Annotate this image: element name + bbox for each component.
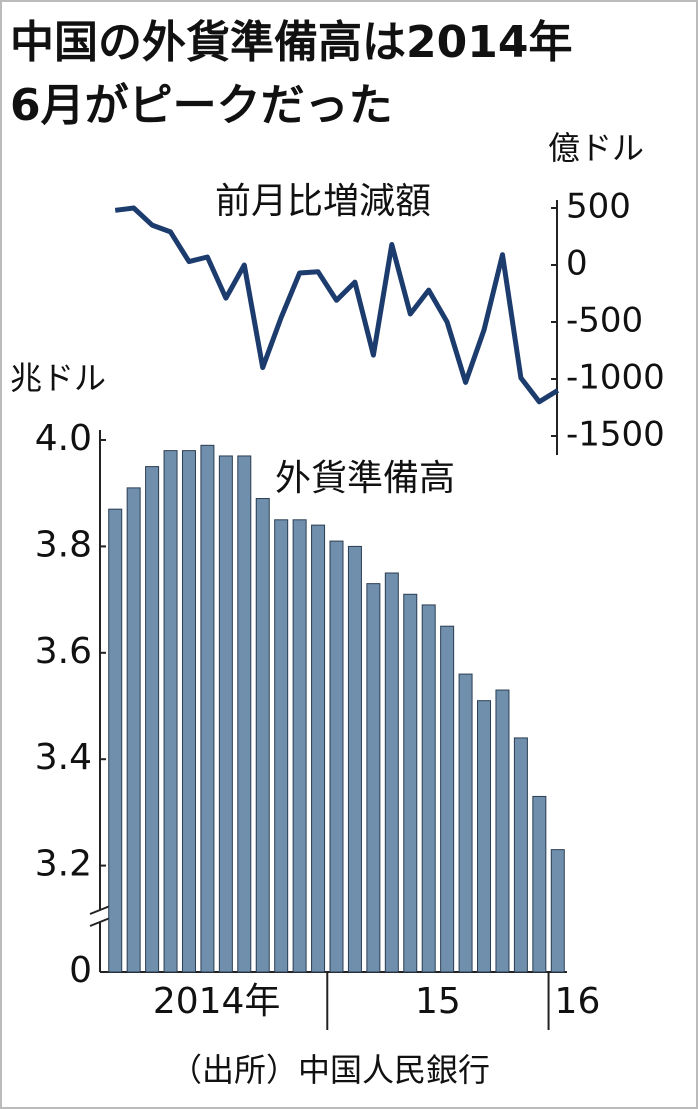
bar: [237, 455, 252, 973]
bar-label: 外貨準備高: [275, 458, 455, 499]
x-tick-label: 2014年: [153, 981, 281, 1022]
bar: [163, 450, 178, 973]
y2-tick-label: -500: [566, 301, 643, 341]
axis-break: [89, 905, 111, 915]
y-tick-label: 4.0: [35, 418, 92, 459]
line: [114, 205, 560, 405]
bar: [532, 795, 547, 973]
y-tick-label: 3.8: [35, 524, 92, 565]
y-tick-label: 0: [69, 950, 92, 991]
bar: [347, 545, 362, 973]
marks: 500 0 -500 -1000 -1500 0 3.2 3.4 3.6 3.8 4.0 2014年 1…: [35, 187, 665, 1030]
bar: [200, 444, 215, 973]
y2-tick-label: 500: [566, 187, 631, 227]
axis-break: [89, 917, 111, 927]
y-unit: 兆ドル: [10, 359, 106, 397]
bar: [477, 700, 492, 973]
bar: [108, 508, 123, 973]
source: （出所）中国人民銀行: [170, 1051, 490, 1089]
y2-unit: 億ドル: [548, 129, 644, 167]
bar: [513, 737, 528, 973]
bar: [329, 540, 344, 973]
bar: [126, 487, 141, 973]
bar: [255, 498, 270, 973]
bar: [145, 466, 160, 973]
bar: [495, 689, 510, 973]
y2-tick-label: 0: [566, 244, 588, 284]
bar: [440, 625, 455, 973]
bar: [403, 593, 418, 973]
bar: [311, 524, 326, 973]
title-line: 中国の外貨準備高は2014年: [10, 17, 572, 68]
bar: [292, 519, 307, 973]
bar: [218, 455, 233, 973]
x-tick-label: 15: [415, 981, 461, 1022]
bar: [366, 583, 381, 973]
bar: [550, 849, 565, 973]
y-tick-label: 3.2: [35, 844, 92, 885]
bar: [421, 604, 436, 973]
y-tick-label: 3.4: [35, 737, 92, 778]
bar: [274, 519, 289, 973]
bar: [181, 450, 196, 973]
y2-tick-label: -1000: [566, 358, 665, 398]
bar: [384, 572, 399, 973]
bar: [458, 673, 473, 973]
y2-tick-label: -1500: [566, 415, 665, 455]
x-tick-label: 16: [555, 981, 601, 1022]
line-label: 前月比増減額: [215, 181, 431, 222]
y-tick-label: 3.6: [35, 631, 92, 672]
title-line: 6月がピークだった: [10, 80, 393, 131]
